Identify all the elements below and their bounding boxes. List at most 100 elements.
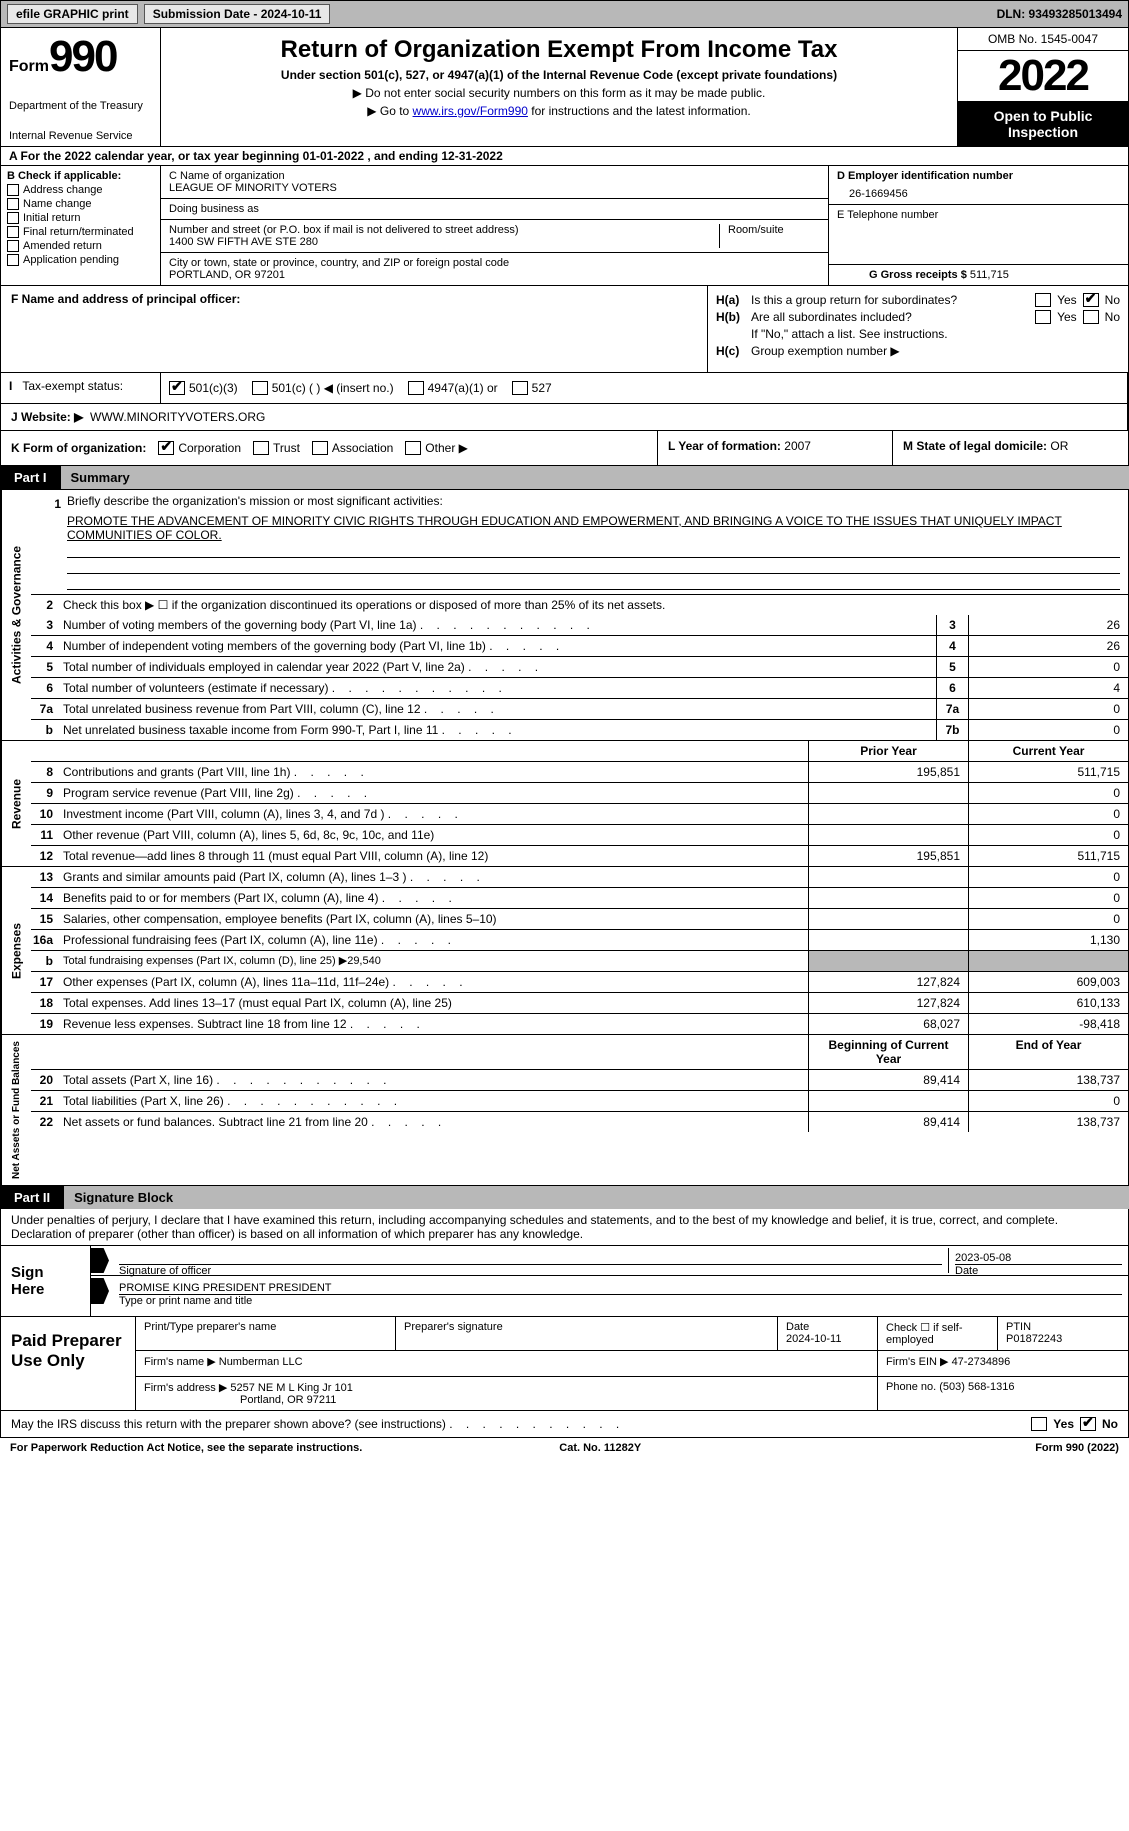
line-22-prior: 89,414 <box>808 1112 968 1132</box>
officer-value <box>11 306 697 366</box>
line-18-text: Total expenses. Add lines 13–17 (must eq… <box>59 993 808 1013</box>
chk-501c[interactable] <box>252 381 268 395</box>
line-12-prior: 195,851 <box>808 846 968 866</box>
part1-label: Part I <box>0 466 61 489</box>
part1-title: Summary <box>61 466 1129 489</box>
row-f-h: F Name and address of principal officer:… <box>0 286 1129 373</box>
col-m-state: M State of legal domicile: OR <box>893 431 1128 465</box>
chk-501c3[interactable] <box>169 381 185 395</box>
line-22-cur: 138,737 <box>968 1112 1128 1132</box>
chk-other[interactable] <box>405 441 421 455</box>
discuss-yes[interactable] <box>1031 1417 1047 1431</box>
lbl-amended: Amended return <box>23 240 102 252</box>
lbl-final-return: Final return/terminated <box>23 226 134 238</box>
lbl-trust: Trust <box>273 441 300 455</box>
dept-label: Department of the Treasury <box>9 100 152 112</box>
discuss-no[interactable] <box>1080 1417 1096 1431</box>
row-j: J Website: ▶ WWW.MINORITYVOTERS.ORG <box>0 404 1129 431</box>
line-9-text: Program service revenue (Part VIII, line… <box>59 783 808 803</box>
line-8-text: Contributions and grants (Part VIII, lin… <box>59 762 808 782</box>
part2-header: Part II Signature Block <box>0 1186 1129 1209</box>
city-value: PORTLAND, OR 97201 <box>169 269 820 281</box>
chk-assoc[interactable] <box>312 441 328 455</box>
officer-label: F Name and address of principal officer: <box>11 292 240 306</box>
line-3-val: 26 <box>968 615 1128 635</box>
sign-here-label: Sign Here <box>1 1246 91 1316</box>
col-h-group: H(a)Is this a group return for subordina… <box>708 286 1128 372</box>
lbl-corp: Corporation <box>178 441 241 455</box>
mission-label: Briefly describe the organization's miss… <box>67 494 443 514</box>
chk-name-change[interactable] <box>7 198 19 210</box>
chk-4947[interactable] <box>408 381 424 395</box>
discuss-text: May the IRS discuss this return with the… <box>11 1417 619 1431</box>
line-17-cur: 609,003 <box>968 972 1128 992</box>
hb-no[interactable] <box>1083 310 1099 324</box>
self-emp-label: Check ☐ if self-employed <box>878 1317 998 1350</box>
note-link: ▶ Go to www.irs.gov/Form990 for instruct… <box>169 104 949 118</box>
chk-trust[interactable] <box>253 441 269 455</box>
summary-gov: Activities & Governance 1Briefly describ… <box>0 489 1129 741</box>
chk-527[interactable] <box>512 381 528 395</box>
declaration-text: Under penalties of perjury, I declare th… <box>1 1209 1128 1246</box>
hc-text: Group exemption number ▶ <box>751 344 900 358</box>
cat-no: Cat. No. 11282Y <box>559 1442 641 1454</box>
line-20-cur: 138,737 <box>968 1070 1128 1090</box>
line-16b-cur <box>968 951 1128 971</box>
part2-title: Signature Block <box>64 1186 1129 1209</box>
ein-value: 26-1669456 <box>837 182 1120 200</box>
ha-yes[interactable] <box>1035 293 1051 307</box>
vlabel-net: Net Assets or Fund Balances <box>1 1035 31 1185</box>
prep-date-label: Date <box>786 1321 809 1333</box>
footer: For Paperwork Reduction Act Notice, see … <box>0 1438 1129 1458</box>
hb-yes[interactable] <box>1035 310 1051 324</box>
name-arrow-icon <box>91 1278 109 1304</box>
line-18-cur: 610,133 <box>968 993 1128 1013</box>
irs-link[interactable]: www.irs.gov/Form990 <box>413 104 528 118</box>
paid-preparer-label: Paid Preparer Use Only <box>1 1317 136 1410</box>
efile-print-button[interactable]: efile GRAPHIC print <box>7 4 138 24</box>
chk-address-change[interactable] <box>7 184 19 196</box>
lbl-527: 527 <box>532 381 552 395</box>
col-b-checkboxes: B Check if applicable: Address change Na… <box>1 166 161 285</box>
line-7b-text: Net unrelated business taxable income fr… <box>59 720 936 740</box>
top-toolbar: efile GRAPHIC print Submission Date - 20… <box>0 0 1129 28</box>
firm-addr-label: Firm's address ▶ <box>144 1382 227 1394</box>
col-c-org-info: C Name of organization LEAGUE OF MINORIT… <box>161 166 828 285</box>
website-value: WWW.MINORITYVOTERS.ORG <box>90 410 265 424</box>
lbl-4947: 4947(a)(1) or <box>428 381 498 395</box>
k-label: K Form of organization: <box>11 441 146 455</box>
chk-initial-return[interactable] <box>7 212 19 224</box>
hdr-current: Current Year <box>968 741 1128 761</box>
chk-corp[interactable] <box>158 441 174 455</box>
ha-no[interactable] <box>1083 293 1099 307</box>
form-word: Form <box>9 58 49 75</box>
ein-label: D Employer identification number <box>837 170 1120 182</box>
col-l-year: L Year of formation: 2007 <box>658 431 893 465</box>
col-b-title: B Check if applicable: <box>7 170 154 182</box>
chk-app-pending[interactable] <box>7 254 19 266</box>
submission-date-button[interactable]: Submission Date - 2024-10-11 <box>144 4 331 24</box>
line-16a-prior <box>808 930 968 950</box>
vlabel-exp: Expenses <box>1 867 31 1034</box>
line-16b-prior <box>808 951 968 971</box>
firm-ein-value: 47-2734896 <box>952 1356 1011 1368</box>
prep-sig-label: Preparer's signature <box>396 1317 778 1350</box>
line-13-prior <box>808 867 968 887</box>
line-2: Check this box ▶ ☐ if the organization d… <box>59 595 1128 615</box>
tax-year: 2022 <box>958 51 1128 102</box>
col-f-officer: F Name and address of principal officer: <box>1 286 708 372</box>
line-21-cur: 0 <box>968 1091 1128 1111</box>
prep-date-value: 2024-10-11 <box>786 1333 841 1345</box>
org-name: LEAGUE OF MINORITY VOTERS <box>169 182 820 194</box>
tax-exempt-label: I Tax-exempt status: <box>1 373 161 403</box>
line-5-text: Total number of individuals employed in … <box>59 657 936 677</box>
summary-exp: Expenses 13Grants and similar amounts pa… <box>0 867 1129 1035</box>
summary-net: Net Assets or Fund Balances Beginning of… <box>0 1035 1129 1186</box>
line-11-text: Other revenue (Part VIII, column (A), li… <box>59 825 808 845</box>
line-8-cur: 511,715 <box>968 762 1128 782</box>
line-7a-val: 0 <box>968 699 1128 719</box>
line-7b-val: 0 <box>968 720 1128 740</box>
line-8-prior: 195,851 <box>808 762 968 782</box>
chk-amended[interactable] <box>7 240 19 252</box>
chk-final-return[interactable] <box>7 226 19 238</box>
